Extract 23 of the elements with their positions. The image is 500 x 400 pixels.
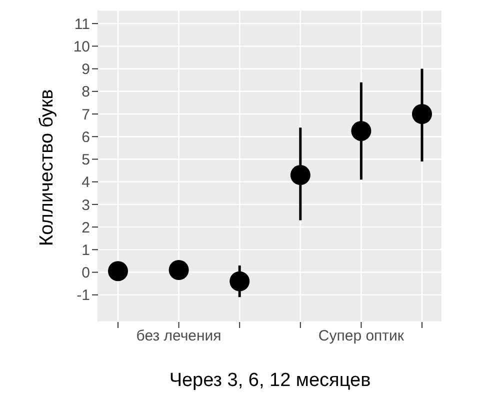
y-tick-label: 9	[82, 61, 90, 78]
y-tick-label: 5	[82, 152, 90, 169]
point	[351, 120, 372, 141]
point	[412, 104, 432, 124]
point	[108, 261, 128, 282]
y-tick-label: 7	[82, 106, 90, 124]
y-axis-title: Колличество букв	[36, 89, 58, 246]
y-tick-label: 1	[82, 242, 90, 259]
y-tick-label: 6	[82, 128, 90, 146]
y-tick-label: 0	[82, 264, 90, 282]
y-tick-label: 10	[73, 38, 90, 56]
point	[168, 260, 189, 280]
y-tick-label: 4	[82, 174, 90, 192]
x-axis-title: Через 3, 6, 12 месяцев	[169, 370, 371, 391]
y-tick-label: 2	[82, 219, 90, 236]
x-tick-label: без лечения	[136, 328, 222, 345]
y-tick-label: 8	[82, 84, 90, 101]
x-tick-label: Супер оптик	[318, 328, 404, 345]
y-tick-label: 3	[82, 196, 90, 214]
point	[230, 271, 250, 292]
y-tick-label: 11	[74, 16, 90, 33]
point	[290, 165, 310, 186]
y-tick-label: -1	[76, 287, 90, 304]
